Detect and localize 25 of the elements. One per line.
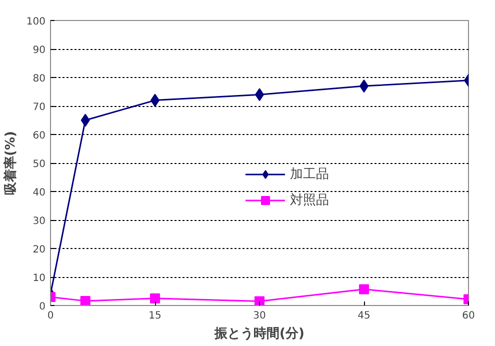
legend-label: 対照品	[290, 192, 329, 209]
x-tick-label: 30	[253, 310, 266, 322]
point	[150, 293, 160, 304]
y-tick-label: 60	[32, 130, 46, 142]
y-tick-label: 90	[32, 45, 46, 56]
y-axis-title: 吸着率(%)	[2, 131, 18, 195]
y-tick-label: 20	[32, 244, 46, 256]
point	[359, 284, 369, 294]
x-tick-label: 0	[47, 310, 54, 322]
x-axis-title: 振とう時間(分)	[214, 326, 304, 342]
y-tick-label: 10	[32, 273, 46, 284]
y-tick-label: 100	[26, 16, 46, 28]
legend-label: 加工品	[290, 166, 329, 183]
y-tick-label: 50	[32, 159, 46, 170]
x-tick-label: 60	[462, 310, 475, 322]
y-tick-label: 80	[32, 74, 46, 84]
y-tick-label: 70	[32, 102, 46, 113]
x-tick-label: 45	[358, 310, 370, 322]
x-tick-label: 15	[148, 310, 162, 322]
y-tick-label: 30	[32, 216, 46, 227]
y-tick-label: 40	[32, 188, 46, 198]
point	[80, 114, 90, 127]
y-tick-label: 0	[39, 302, 46, 312]
point	[254, 296, 264, 306]
point	[80, 296, 90, 306]
